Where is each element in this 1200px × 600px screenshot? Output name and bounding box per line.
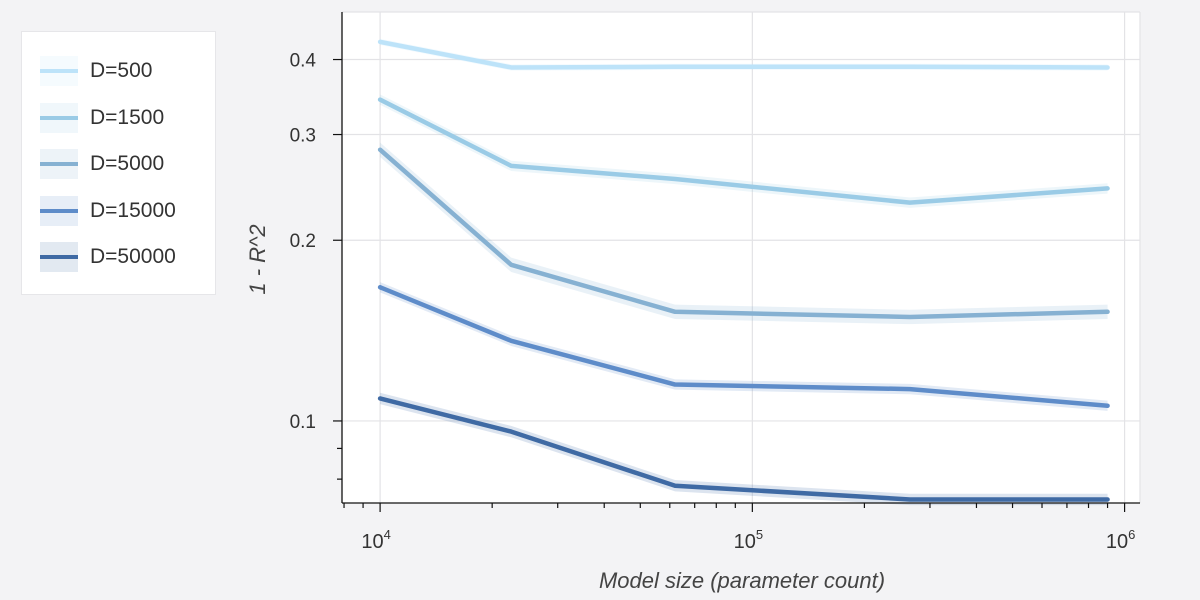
plot-area (342, 12, 1140, 503)
legend-swatch (40, 149, 78, 179)
x-axis-title: Model size (parameter count) (599, 568, 885, 593)
legend-item: D=15000 (40, 195, 176, 226)
legend-swatch (40, 242, 78, 272)
legend-line (40, 208, 78, 213)
x-tick-label: 106 (1106, 527, 1135, 553)
legend-item: D=500 (40, 56, 152, 86)
legend-line (40, 255, 78, 259)
legend-swatch (40, 56, 78, 86)
legend-item: D=50000 (40, 242, 176, 272)
legend-swatch (40, 102, 78, 133)
legend-label: D=500 (90, 59, 153, 82)
legend-line (40, 162, 78, 166)
y-tick-label: 0.2 (290, 231, 316, 252)
legend-label: D=15000 (90, 198, 176, 222)
legend-label: D=1500 (90, 105, 165, 129)
series-band (380, 392, 1108, 506)
legend-line (40, 115, 78, 120)
legend-label: D=50000 (90, 245, 176, 268)
y-tick-label: 0.3 (290, 126, 316, 147)
legend-line (40, 69, 78, 73)
legend-item: D=5000 (40, 149, 164, 179)
y-tick-label: 0.1 (290, 412, 316, 433)
x-tick-label: 105 (734, 527, 763, 553)
legend-label: D=5000 (90, 152, 165, 175)
legend-item: D=1500 (40, 102, 165, 133)
y-axis-title: 1 - R^2 (245, 224, 270, 294)
legend-swatch (40, 195, 78, 226)
chart-legend: D=500 D=1500 D=5000 D=15000 D=50000 (21, 31, 216, 295)
x-tick-label: 104 (361, 527, 390, 553)
y-tick-label: 0.4 (290, 51, 317, 72)
